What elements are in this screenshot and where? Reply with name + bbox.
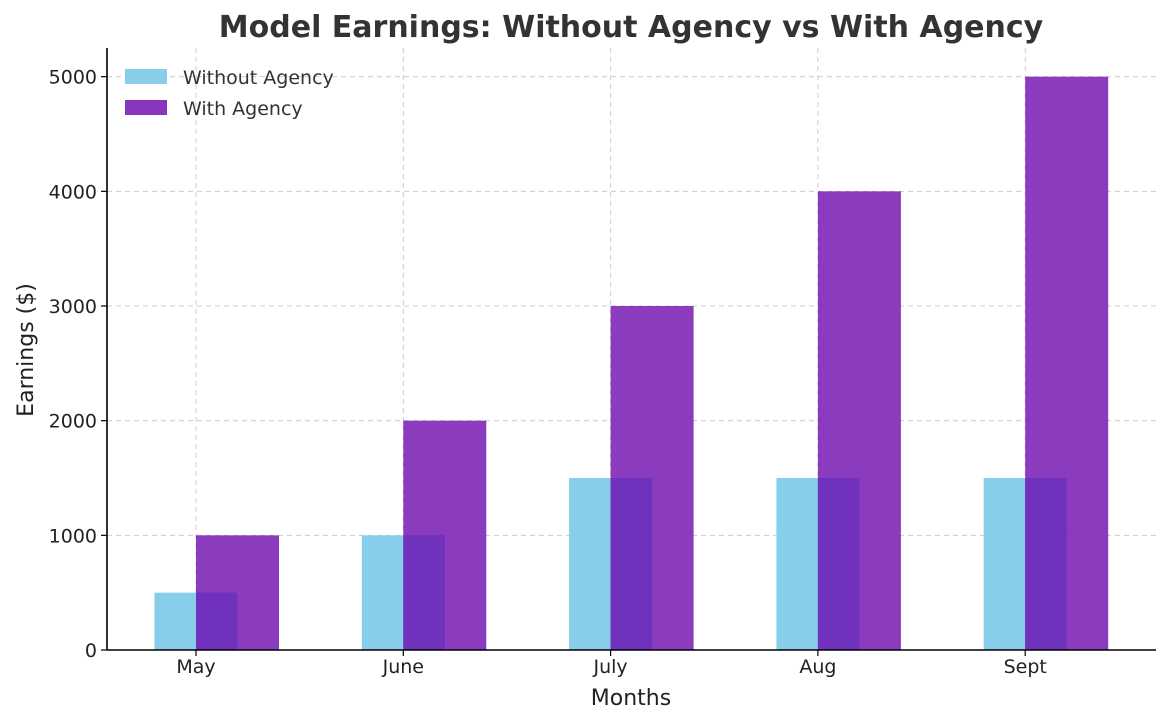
legend-swatch — [125, 100, 167, 115]
x-tick-label: May — [176, 656, 215, 678]
y-tick-label: 0 — [85, 640, 97, 662]
legend: Without Agency With Agency — [125, 67, 334, 120]
legend-label: Without Agency — [183, 67, 334, 89]
x-axis-label: Months — [591, 686, 671, 711]
y-axis-label: Earnings ($) — [14, 283, 39, 417]
bars — [154, 76, 1109, 651]
bar-overlap — [1025, 478, 1067, 650]
bar-overlap — [196, 592, 238, 650]
y-tick-label: 1000 — [49, 525, 97, 547]
chart-title: Model Earnings: Without Agency vs With A… — [219, 10, 1044, 45]
x-tick-label: July — [593, 656, 628, 678]
legend-label: With Agency — [183, 98, 303, 120]
y-tick-label: 5000 — [49, 67, 97, 89]
x-tick-label: Sept — [1004, 656, 1047, 678]
y-tick-label: 3000 — [49, 296, 97, 318]
bar-overlap — [403, 535, 445, 650]
legend-swatch — [125, 69, 167, 84]
bar-overlap — [817, 478, 860, 650]
x-tick-label: Aug — [799, 656, 836, 678]
y-tick-label: 2000 — [49, 411, 97, 433]
bar-overlap — [610, 478, 653, 650]
y-tick-label: 4000 — [49, 181, 97, 203]
x-tick-label: June — [382, 656, 424, 678]
axes — [106, 48, 1156, 651]
tick-labels: 0 1000 2000 3000 4000 5000 May June July Aug Sept — [49, 67, 1047, 678]
